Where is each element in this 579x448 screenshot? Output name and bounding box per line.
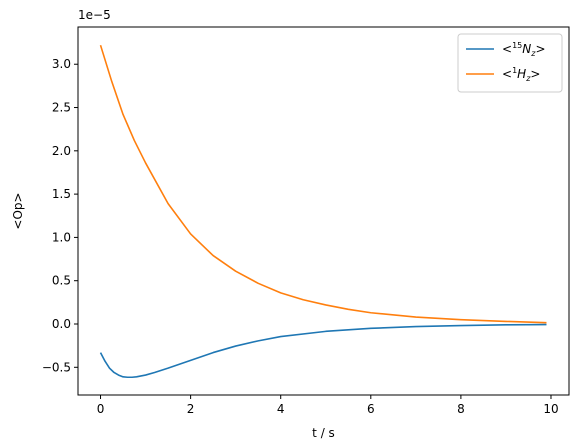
series-line-1 — [99, 323, 547, 379]
legend-label: <1Hz> — [502, 66, 540, 83]
y-tick-label: 2.0 — [52, 144, 71, 158]
y-tick-label: 3.0 — [52, 57, 71, 71]
x-axis-ticks: 0 2 4 6 8 10 — [97, 395, 559, 416]
y-tick-label: 2.5 — [52, 101, 71, 115]
y-tick-label: 0.0 — [52, 317, 71, 331]
y-tick-label: 1.0 — [52, 230, 71, 244]
series-line-2 — [99, 44, 547, 324]
legend-label: <15Nz> — [502, 41, 546, 58]
y-axis-label: <Op> — [11, 192, 25, 229]
y-axis-ticks: −0.5 0.0 0.5 1.0 1.5 2.0 2.5 3.0 — [42, 57, 78, 374]
y-tick-label: 0.5 — [52, 274, 71, 288]
x-axis-label: t / s — [312, 426, 335, 440]
plot-lines — [99, 44, 547, 379]
y-offset-label: 1e−5 — [78, 8, 111, 22]
y-tick-label: 1.5 — [52, 187, 71, 201]
x-tick-label: 10 — [543, 402, 558, 416]
axes-frame — [77, 26, 570, 396]
x-tick-label: 8 — [457, 402, 465, 416]
y-tick-label: −0.5 — [42, 360, 71, 374]
x-tick-label: 0 — [97, 402, 105, 416]
x-tick-label: 4 — [277, 402, 285, 416]
legend: <15Nz> <1Hz> — [457, 33, 563, 93]
x-tick-label: 6 — [367, 402, 375, 416]
x-tick-label: 2 — [187, 402, 195, 416]
